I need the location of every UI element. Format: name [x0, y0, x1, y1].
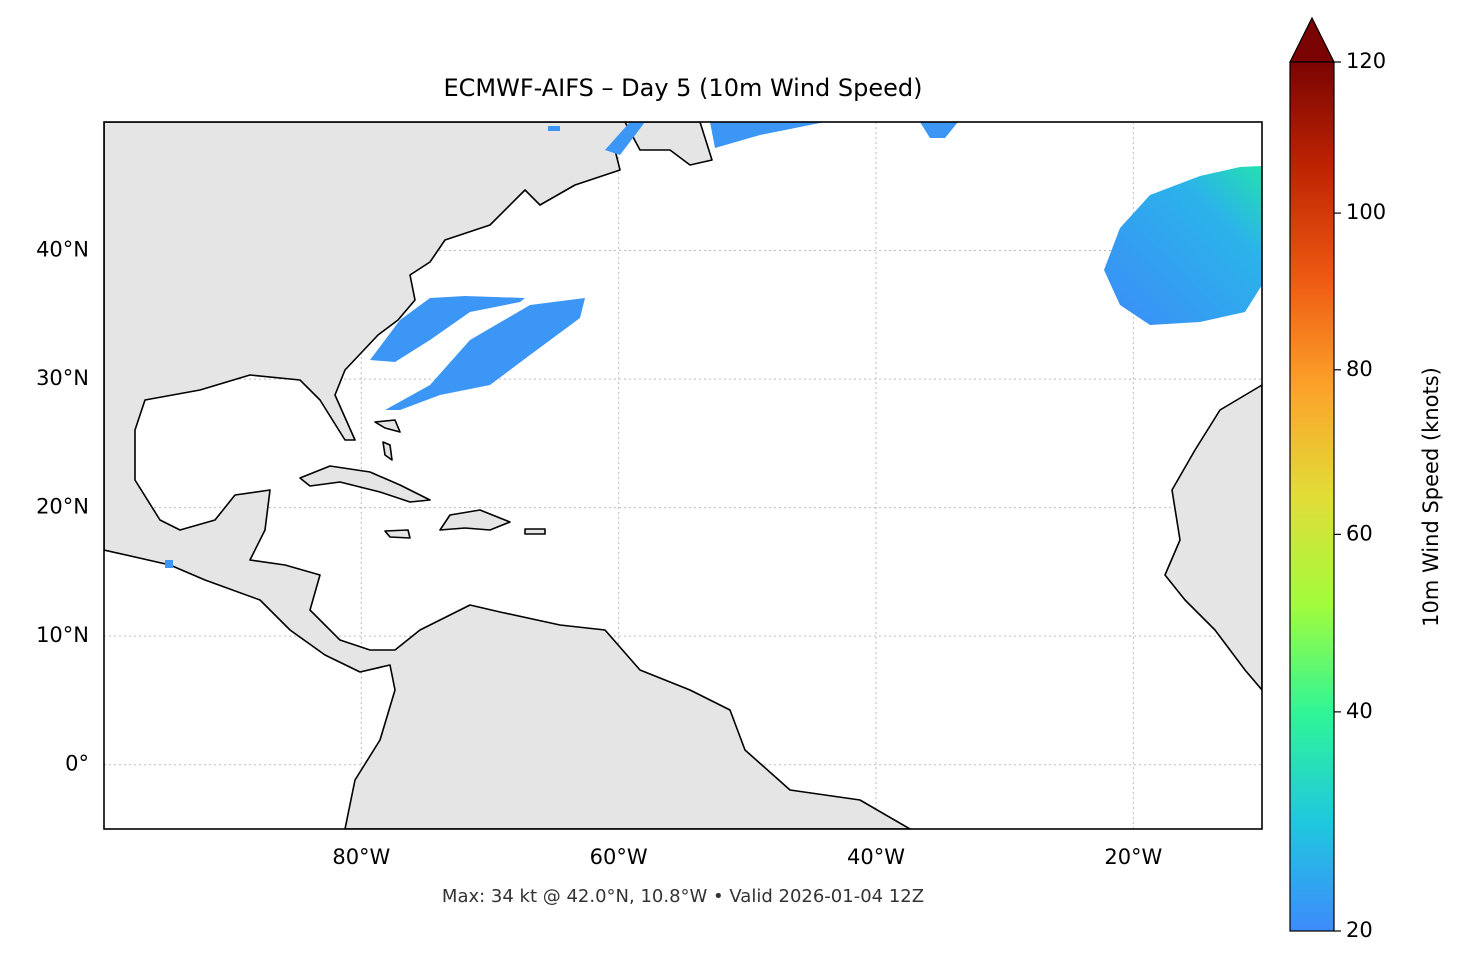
map-area	[104, 122, 1262, 829]
colorbar-tick-label: 120	[1346, 49, 1386, 73]
x-tick-label: 60°W	[590, 845, 648, 869]
x-tick-label: 80°W	[332, 845, 390, 869]
colorbar-tick-label: 20	[1346, 918, 1373, 942]
x-tick-label: 20°W	[1104, 845, 1162, 869]
colorbar-tick-label: 80	[1346, 357, 1373, 381]
grid	[104, 122, 1262, 829]
footer-note: Max: 34 kt @ 42.0°N, 10.8°W • Valid 2026…	[442, 886, 924, 907]
y-tick-label: 30°N	[36, 366, 89, 390]
wind-swath	[385, 298, 585, 410]
y-tick-label: 0°	[65, 752, 89, 776]
americas	[104, 122, 911, 829]
y-tick-label: 40°N	[36, 238, 89, 262]
hispaniola	[439, 509, 511, 531]
map-frame	[103, 121, 1263, 830]
colorbar-tick-label: 60	[1346, 521, 1373, 545]
colorbar-label: 10m Wind Speed (knots)	[1419, 367, 1443, 627]
colorbar-body	[1289, 61, 1335, 932]
bahamas	[374, 419, 401, 461]
colorbar-extend	[1289, 16, 1335, 63]
wind-swath	[370, 296, 525, 362]
newfoundland	[624, 122, 713, 166]
map-title: ECMWF-AIFS – Day 5 (10m Wind Speed)	[443, 74, 922, 102]
colorbar-tick-label: 40	[1346, 699, 1373, 723]
axes: 80°W 60°W 40°W 20°W 0° 10°N 20°N 30°N 40°N	[36, 238, 1162, 869]
x-tick-label: 40°W	[847, 845, 905, 869]
jamaica	[384, 529, 411, 539]
y-tick-label: 20°N	[36, 495, 89, 519]
cuba	[299, 465, 431, 503]
puerto-rico	[524, 528, 546, 535]
colorbar-tick-label: 100	[1346, 200, 1386, 224]
colorbar: 20 40 60 80 100 120	[1289, 16, 1386, 942]
y-tick-label: 10°N	[36, 623, 89, 647]
wind-swath	[1104, 166, 1262, 325]
africa	[1164, 384, 1262, 691]
